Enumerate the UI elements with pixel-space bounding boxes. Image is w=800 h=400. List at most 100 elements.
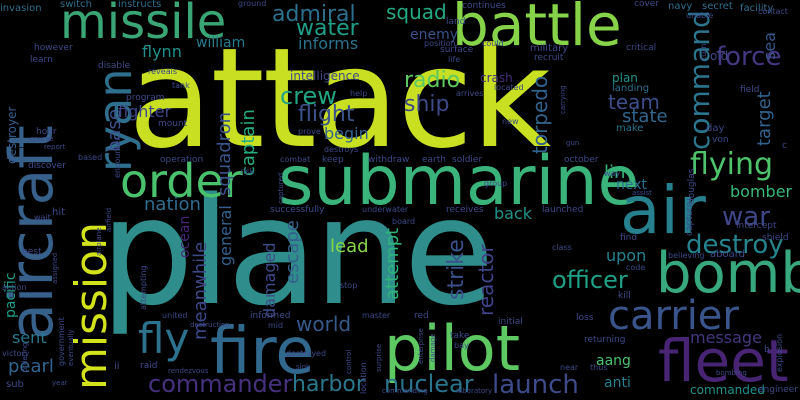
word-assigned: assigned [51, 252, 59, 284]
word-ship: ship [404, 92, 450, 117]
word-pacific: pacific [3, 272, 19, 318]
word-destroy: destroy [686, 230, 784, 260]
word-water: water [296, 16, 359, 41]
word-attempting: attempting [139, 265, 148, 310]
word-class: class [552, 243, 572, 252]
word-bombing: bombing [716, 369, 747, 377]
word-air: air [620, 172, 706, 249]
word-landing: landing [612, 83, 650, 94]
word-shield: shield [762, 233, 789, 243]
word-admiral: admiral [272, 2, 356, 27]
word-fly: fly [138, 314, 190, 363]
word-intelligence: intelligence [290, 69, 360, 83]
word-plan: plan [612, 71, 638, 85]
word-commanded: commanded [690, 383, 765, 397]
word-kill: kill [618, 291, 631, 301]
word-october: october [564, 155, 599, 165]
word-william: william [196, 35, 246, 51]
word-recruit: recruit [534, 53, 564, 63]
word-united: united [162, 311, 188, 320]
word-strike: strike [444, 239, 469, 300]
word-sink: sink [296, 363, 311, 371]
word-intercept: intercept [736, 221, 777, 231]
word-near: near [560, 363, 579, 372]
word-team: team [608, 90, 660, 114]
word-attempt: attempt [382, 227, 403, 300]
word-board: board [392, 217, 416, 226]
word-airplane: airplane [95, 227, 103, 256]
word-operation: operation [160, 155, 204, 165]
word-master: master [362, 311, 391, 320]
word-ii: ii [114, 361, 120, 372]
word-arrives: arrives [456, 89, 484, 98]
word-thus: thus [590, 363, 608, 372]
word-force: force [716, 42, 782, 72]
word-hour: hour [36, 127, 57, 137]
word-find: find [620, 233, 638, 243]
word-bomb: bomb [656, 241, 800, 306]
word-ordering: ordering [21, 342, 29, 373]
word-harbor: harbor [292, 372, 365, 397]
word-combat: combat [280, 155, 311, 164]
word-year: year [52, 379, 68, 387]
word-underwater: underwater [362, 205, 409, 214]
word-position: position [424, 39, 456, 48]
word-land: land [446, 17, 466, 27]
word-reactor: reactor [474, 244, 498, 316]
word-douglas: douglas [687, 168, 697, 204]
word-b: b [764, 345, 770, 355]
word-launched: launched [542, 205, 584, 215]
word-war: war [722, 202, 770, 232]
word-located: located [494, 83, 524, 92]
word-ground: ground [238, 0, 267, 8]
word-plane: plane [100, 166, 495, 338]
word-airfield: airfield [105, 207, 113, 232]
word-fleet: fleet [658, 327, 789, 395]
word-new: new [502, 117, 519, 126]
word-navy: navy [668, 1, 693, 12]
word-pearl: pearl [8, 356, 54, 377]
word-sea: sea [760, 32, 779, 60]
word-surface: surface [440, 45, 474, 55]
word-enterprise: enterprise [417, 328, 425, 364]
word-control: control [345, 349, 353, 374]
word-turn: turn [699, 43, 708, 60]
word-rendezvous: rendezvous [168, 367, 209, 375]
word-keep: keep [322, 155, 344, 165]
word-initial: initial [498, 317, 523, 327]
word-attack: attack [128, 18, 551, 179]
word-old: old [710, 49, 729, 63]
word-carrying: carrying [559, 85, 567, 114]
word-target: target [754, 91, 775, 146]
word-engineer: engineer [758, 385, 798, 395]
word-risk: risk [240, 167, 255, 176]
word-believing: believing [668, 251, 705, 260]
word-receives: receives [446, 205, 484, 215]
word-day: day [706, 123, 725, 134]
word-red: red [414, 311, 429, 321]
word-nation: nation [144, 194, 201, 215]
word-tank: tank [172, 81, 190, 90]
word-eventually: eventually [67, 329, 75, 366]
word-invasion: invasion [0, 3, 42, 14]
word-program: program [126, 93, 165, 103]
word-lead: lead [330, 236, 369, 257]
word-squad: squad [386, 0, 447, 24]
word-pilot: pilot [384, 312, 521, 385]
word-enemy: enemy [410, 27, 459, 43]
word-captured: captured [277, 172, 285, 204]
word-capture: capture [685, 201, 695, 236]
word-victory: victory [2, 349, 30, 358]
word-stop: stop [340, 281, 358, 290]
word-sub: sub [6, 379, 24, 390]
word-commander: commander [148, 370, 293, 398]
word-code: code [626, 263, 646, 272]
word-sent: sent [12, 328, 47, 347]
word-state: state [622, 106, 668, 127]
word-raid: raid [140, 361, 158, 371]
word-flynn: flynn [142, 42, 182, 61]
word-surprise: surprise [375, 343, 383, 372]
word-instructs: instructs [118, 0, 162, 10]
word-launch: launch [492, 370, 579, 400]
